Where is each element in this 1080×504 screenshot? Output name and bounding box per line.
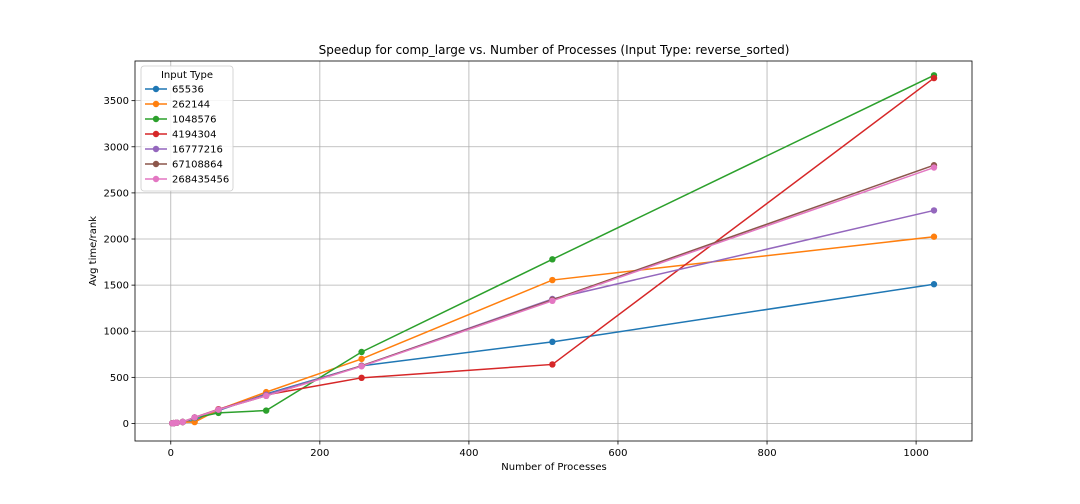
legend-item: 268435456 [145, 175, 229, 186]
data-point [173, 419, 180, 426]
data-point [262, 392, 270, 400]
legend-item: 262144 [145, 100, 210, 111]
chart-title: Speedup for comp_large vs. Number of Pro… [319, 43, 790, 57]
legend-label: 262144 [172, 100, 210, 111]
plot-frame [134, 60, 973, 442]
legend-marker [152, 175, 160, 183]
y-tick-label: 500 [110, 373, 129, 384]
y-tick-label: 2500 [104, 188, 129, 199]
data-point [549, 338, 556, 346]
y-axis-label: Avg time/rank [88, 216, 99, 286]
legend-marker [152, 145, 160, 153]
y-tick-label: 3000 [104, 142, 129, 153]
data-point [930, 207, 938, 214]
y-tick-label: 3500 [104, 96, 129, 107]
legend-item: 67108864 [145, 160, 223, 171]
x-tick-label: 600 [608, 448, 627, 459]
legend-label: 16777216 [172, 145, 223, 156]
x-tick-label: 200 [310, 448, 329, 459]
data-point [215, 406, 222, 413]
legend-item: 1048576 [145, 115, 217, 126]
data-point [930, 281, 938, 288]
data-point [930, 164, 938, 171]
data-point [358, 355, 365, 363]
data-point [549, 361, 556, 368]
legend-label: 1048576 [172, 115, 217, 126]
legend-label: 65536 [172, 85, 204, 96]
data-point [549, 297, 556, 305]
series-group [169, 72, 938, 427]
y-tick-label: 0 [123, 419, 129, 430]
data-point [358, 348, 365, 356]
legend-label: 67108864 [172, 160, 223, 171]
legend-box [140, 65, 234, 192]
x-tick-label: 0 [168, 448, 174, 459]
y-tick-label: 1500 [104, 281, 129, 292]
data-point [549, 276, 556, 284]
data-point [179, 418, 186, 426]
legend: Input Type 65536 262144 1048576 4194304 16777… [140, 65, 234, 192]
data-point [358, 363, 365, 370]
legend-marker [152, 130, 160, 138]
legend-marker [152, 85, 160, 93]
legend-title: Input Type [161, 70, 213, 81]
x-tick-label: 800 [757, 448, 776, 459]
data-point [191, 414, 198, 421]
legend-marker [152, 100, 160, 108]
legend-item: 4194304 [145, 130, 217, 141]
data-point [930, 74, 938, 82]
series-268435456 [169, 164, 938, 427]
data-point [358, 374, 365, 382]
y-tick-label: 2000 [104, 235, 129, 246]
data-point [930, 233, 938, 240]
grid [135, 61, 972, 441]
y-tick-label: 1000 [104, 327, 129, 338]
legend-marker [152, 160, 160, 168]
x-tick-label: 400 [459, 448, 478, 459]
data-point [549, 256, 556, 263]
legend-item: 16777216 [145, 145, 223, 156]
legend-label: 4194304 [172, 130, 217, 141]
x-axis-label: Number of Processes [501, 462, 606, 473]
legend-marker [152, 115, 160, 123]
legend-label: 268435456 [172, 175, 229, 186]
y-axis-ticks: 0 500 1000 1500 2000 2500 3000 3500 [104, 96, 135, 430]
x-axis-ticks: 0 200 400 600 800 1000 [168, 441, 929, 459]
data-point [262, 407, 270, 414]
x-tick-label: 1000 [903, 448, 928, 459]
legend-item: 65536 [145, 85, 204, 96]
